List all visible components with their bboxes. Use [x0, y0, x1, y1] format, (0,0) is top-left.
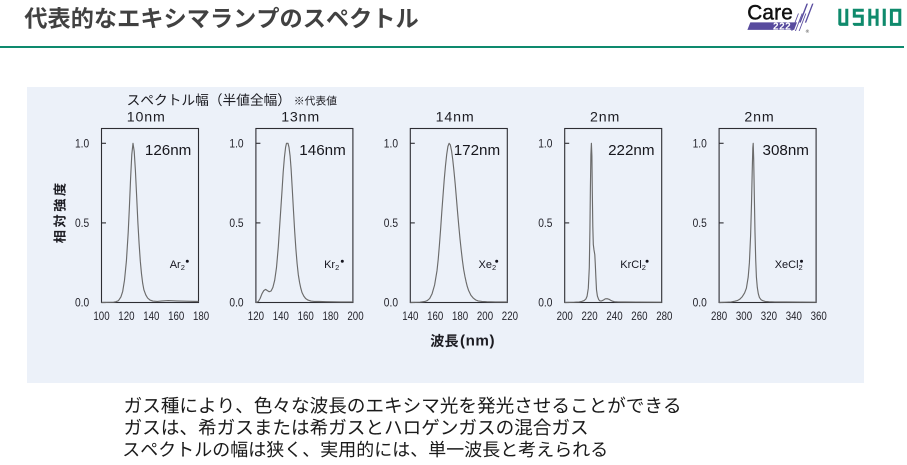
svg-text:140: 140	[402, 309, 419, 323]
svg-text:180: 180	[323, 309, 340, 323]
svg-text:200: 200	[477, 309, 494, 323]
svg-text:1.0: 1.0	[538, 137, 553, 151]
svg-text:0.0: 0.0	[229, 296, 244, 310]
svg-text:140: 140	[273, 309, 290, 323]
svg-text:0.5: 0.5	[229, 216, 244, 230]
svg-text:0.5: 0.5	[693, 216, 708, 230]
svg-text:Ar2: Ar2	[170, 259, 185, 272]
svg-text:160: 160	[298, 309, 315, 323]
svg-text:240: 240	[606, 309, 623, 323]
svg-text:160: 160	[168, 309, 185, 323]
svg-text:340: 340	[786, 309, 803, 323]
svg-text:1.0: 1.0	[75, 137, 90, 151]
svg-text:13nm: 13nm	[281, 110, 320, 126]
svg-text:280: 280	[711, 309, 728, 323]
svg-text:280: 280	[656, 309, 673, 323]
svg-text:®: ®	[806, 28, 810, 34]
svg-text:120: 120	[118, 309, 135, 323]
svg-text:222: 222	[773, 21, 791, 32]
svg-text:126nm: 126nm	[145, 142, 191, 159]
svg-text:100: 100	[93, 309, 110, 323]
svg-text:320: 320	[761, 309, 778, 323]
svg-text:180: 180	[193, 309, 210, 323]
svg-text:308nm: 308nm	[763, 142, 809, 159]
svg-text:160: 160	[427, 309, 444, 323]
svg-text:0.0: 0.0	[693, 296, 708, 310]
svg-text:0.5: 0.5	[75, 216, 90, 230]
svg-text:220: 220	[582, 309, 599, 323]
svg-text:1.0: 1.0	[384, 137, 399, 151]
svg-text:Care: Care	[747, 1, 793, 24]
svg-text:Kr2: Kr2	[324, 259, 339, 272]
svg-text:XeCl2: XeCl2	[775, 259, 803, 272]
svg-text:0.0: 0.0	[384, 296, 399, 310]
svg-text:220: 220	[502, 309, 519, 323]
svg-text:2nm: 2nm	[744, 110, 774, 126]
svg-text:172nm: 172nm	[454, 142, 500, 159]
svg-text:146nm: 146nm	[299, 142, 345, 159]
svg-text:1.0: 1.0	[229, 137, 244, 151]
svg-text:180: 180	[452, 309, 469, 323]
svg-text:260: 260	[631, 309, 648, 323]
svg-text:0.5: 0.5	[384, 216, 399, 230]
svg-text:120: 120	[248, 309, 265, 323]
svg-text:200: 200	[347, 309, 364, 323]
svg-text:222nm: 222nm	[608, 142, 654, 159]
svg-text:300: 300	[736, 309, 753, 323]
svg-text:2nm: 2nm	[590, 110, 620, 126]
svg-text:200: 200	[557, 309, 574, 323]
svg-text:0.5: 0.5	[538, 216, 553, 230]
svg-text:0.0: 0.0	[75, 296, 90, 310]
svg-text:1.0: 1.0	[693, 137, 708, 151]
svg-text:14nm: 14nm	[436, 110, 475, 126]
svg-text:0.0: 0.0	[538, 296, 553, 310]
svg-text:360: 360	[811, 309, 828, 323]
svg-text:140: 140	[143, 309, 160, 323]
svg-text:10nm: 10nm	[127, 110, 166, 126]
svg-text:KrCl2: KrCl2	[620, 259, 646, 272]
svg-text:Xe2: Xe2	[479, 259, 497, 272]
svg-text:(nm): (nm)	[460, 333, 495, 350]
